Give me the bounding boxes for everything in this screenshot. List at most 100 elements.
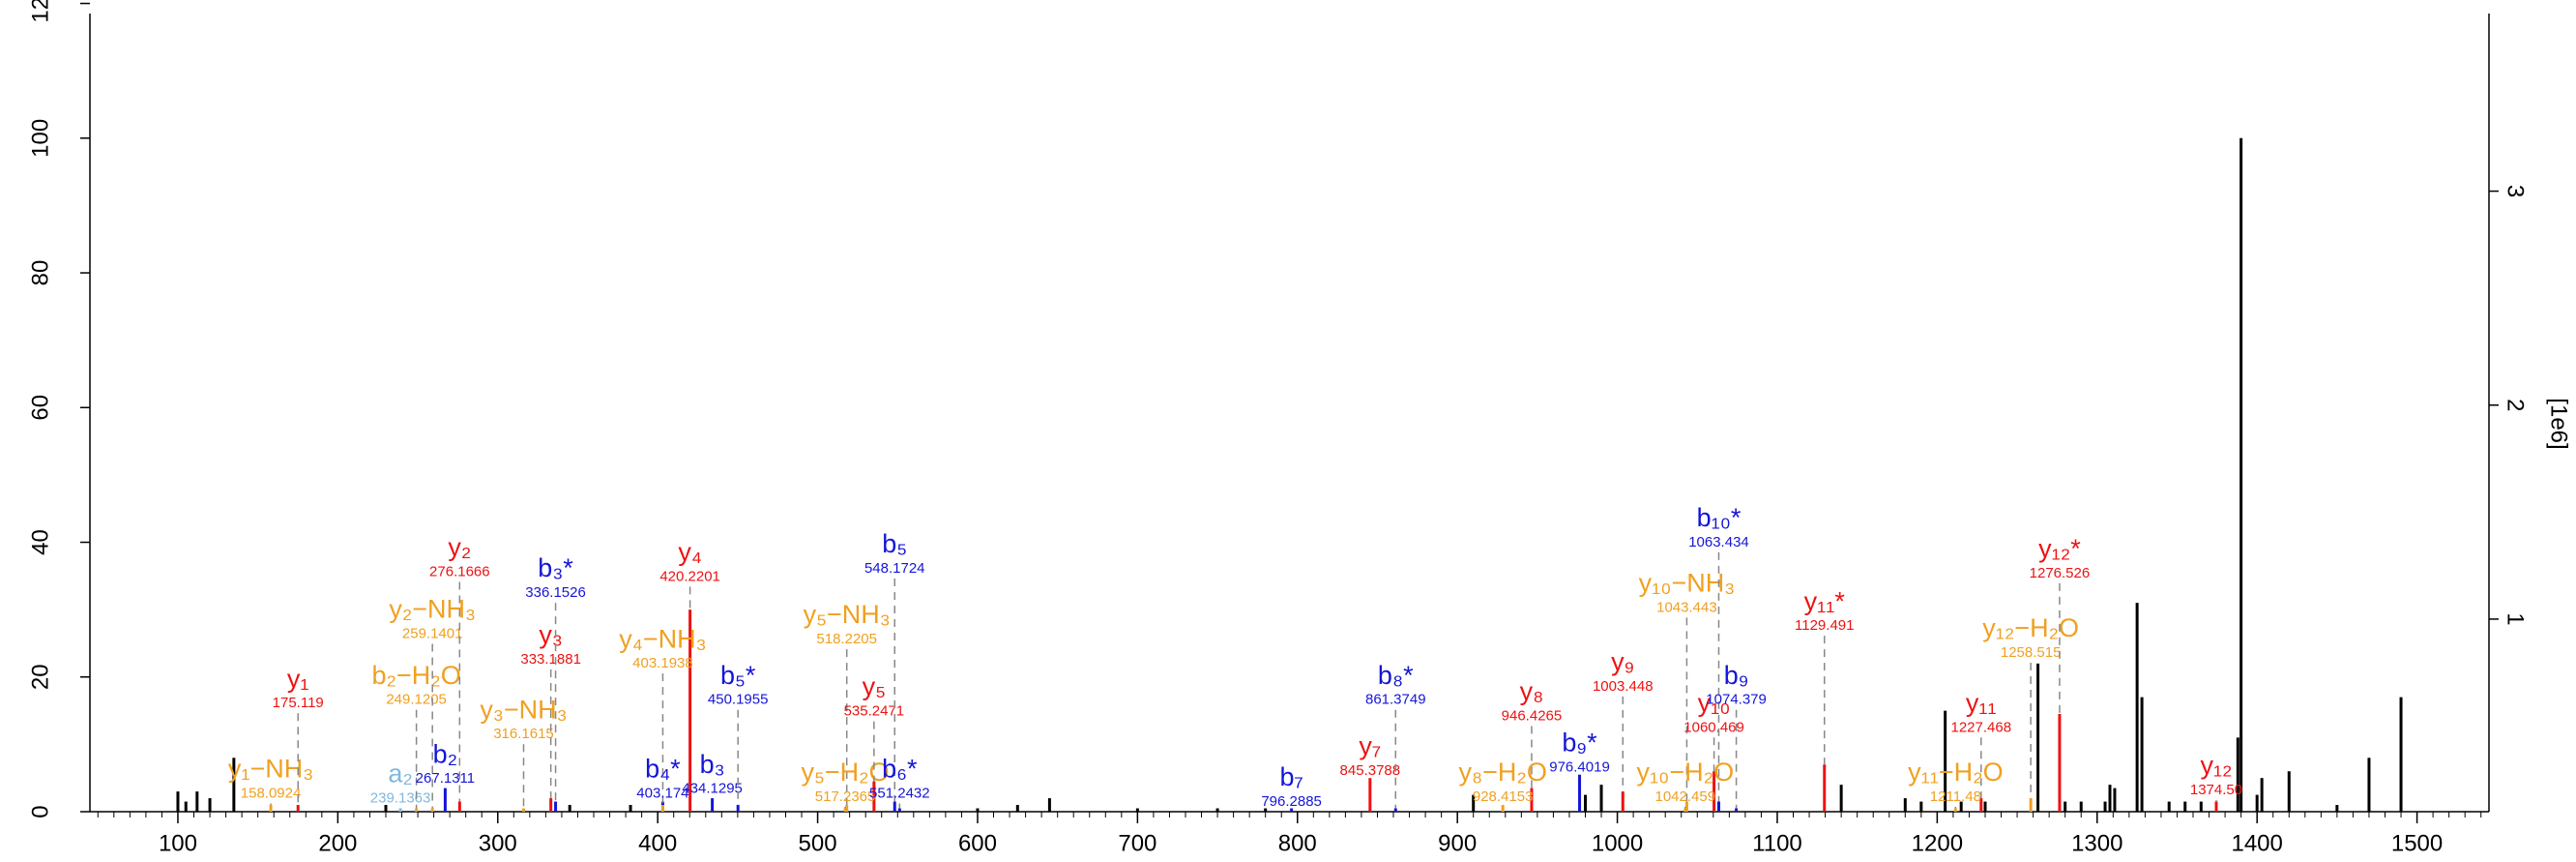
mass-label: 1074.379 <box>1706 692 1767 708</box>
ion-label: y₁ <box>287 664 309 693</box>
x-tick-label: 900 <box>1438 830 1477 856</box>
mass-label: 158.0924 <box>241 786 302 802</box>
ion-label: b₄* <box>645 755 681 784</box>
mass-label: 333.1881 <box>520 651 581 668</box>
mass-label: 1211.48 <box>1930 788 1981 805</box>
mass-label: 403.174 <box>636 786 688 802</box>
x-tick-label: 400 <box>638 830 677 856</box>
ion-label: b₂−H₂O <box>371 661 460 690</box>
x-tick-label: 1400 <box>2231 830 2282 856</box>
mass-label: 976.4019 <box>1549 758 1610 775</box>
ion-label: y₁₂* <box>2038 534 2081 563</box>
y-tick-label: 100 <box>27 119 53 158</box>
mass-label: 548.1724 <box>864 560 925 577</box>
x-tick-label: 700 <box>1118 830 1156 856</box>
x-tick-label: 600 <box>958 830 997 856</box>
mass-label: 336.1526 <box>525 584 586 601</box>
x-tick-label: 1100 <box>1752 830 1802 856</box>
ion-label: y₇ <box>1359 731 1381 760</box>
ion-label: y₂−NH₃ <box>389 595 476 624</box>
x-tick-label: 1300 <box>2071 830 2122 856</box>
x-tick-label: 1500 <box>2391 830 2443 856</box>
y-tick-label: 120 <box>27 0 53 23</box>
ion-label: a₂ <box>388 759 413 788</box>
mass-label: 1227.468 <box>1951 719 2012 735</box>
mass-label: 1258.515 <box>2001 644 2062 661</box>
ion-label: y₁₁ <box>1966 688 1997 717</box>
ion-label: y₃ <box>539 620 563 649</box>
y-tick-label: 0 <box>27 805 53 817</box>
mass-label: 946.4265 <box>1502 707 1563 724</box>
mass-label: 1003.448 <box>1593 678 1654 695</box>
ion-label: b₉ <box>1724 661 1749 690</box>
ion-label: y₂ <box>448 533 471 562</box>
ion-label: b₉* <box>1562 728 1597 758</box>
mass-label: 517.2365 <box>815 788 876 805</box>
ion-label: b₂ <box>433 739 458 768</box>
mass-label: 845.3788 <box>1340 762 1401 779</box>
mass-label: 276.1666 <box>429 563 490 580</box>
ion-label: y₄ <box>678 537 702 566</box>
mass-label: 1043.443 <box>1656 599 1717 615</box>
mass-label: 249.1205 <box>386 692 447 708</box>
y2-tick-label: 1 <box>2503 612 2529 625</box>
mass-label: 1276.526 <box>2030 565 2091 581</box>
ion-label: b₃* <box>538 553 573 582</box>
ion-label: b₆* <box>882 755 918 784</box>
y2-tick-label: 3 <box>2503 185 2529 197</box>
ion-label: y₁₁−H₂O <box>1908 758 2003 787</box>
mass-label: 551.2432 <box>869 786 930 802</box>
ion-label: b₅ <box>882 529 907 558</box>
x-tick-label: 800 <box>1278 830 1317 856</box>
ion-label: y₅ <box>863 672 886 701</box>
ion-label: y₁₂ <box>2200 751 2232 780</box>
mass-label: 450.1955 <box>708 692 769 708</box>
mass-label: 175.119 <box>273 695 324 711</box>
mass-label: 928.4153 <box>1473 788 1534 805</box>
mass-label: 316.1615 <box>493 726 554 742</box>
mass-label: 1129.491 <box>1795 617 1854 634</box>
mass-label: 434.1295 <box>682 781 743 797</box>
mass-label: 1042.459 <box>1655 788 1716 805</box>
ion-label: y₁−NH₃ <box>228 755 313 784</box>
ion-label: y₁₀ <box>1698 688 1731 717</box>
mass-label: 861.3749 <box>1365 692 1426 708</box>
x-tick-label: 200 <box>318 830 357 856</box>
ion-label: y₁₁* <box>1804 586 1846 615</box>
y2-tick-label: 2 <box>2503 399 2529 411</box>
mass-label: 1060.469 <box>1683 719 1744 735</box>
mass-label: 420.2201 <box>659 568 720 584</box>
ion-label: y₁₀−H₂O <box>1637 758 1735 787</box>
y-tick-label: 20 <box>27 664 53 690</box>
ion-label: y₅−NH₃ <box>804 600 891 629</box>
ion-label: b₁₀* <box>1697 503 1742 532</box>
mass-label: 1063.434 <box>1688 534 1749 550</box>
x-tick-label: 1200 <box>1912 830 1963 856</box>
ion-label: b₃ <box>700 750 725 779</box>
ion-label: y₄−NH₃ <box>619 624 706 653</box>
ion-label: y₉ <box>1611 647 1634 676</box>
mass-label: 267.1311 <box>416 770 475 787</box>
y-tick-label: 40 <box>27 529 53 555</box>
ion-label: y₅−H₂O <box>802 758 890 787</box>
ion-label: y₁₂−H₂O <box>1982 613 2079 642</box>
ion-label: b₇ <box>1279 762 1303 791</box>
ion-label: y₁₀−NH₃ <box>1639 569 1736 598</box>
x-tick-label: 100 <box>159 830 197 856</box>
mass-label: 259.1401 <box>402 626 463 642</box>
ion-label: y₃−NH₃ <box>480 695 567 724</box>
x-tick-label: 500 <box>799 830 837 856</box>
ion-label: b₈* <box>1378 661 1414 690</box>
mass-label: 518.2205 <box>816 631 877 647</box>
ion-label: b₅* <box>720 661 756 690</box>
x-tick-label: 300 <box>479 830 517 856</box>
y-tick-label: 60 <box>27 395 53 421</box>
ion-label: y₈ <box>1520 677 1544 706</box>
y2-axis-label: [1e6] <box>2546 398 2572 449</box>
mass-label: 796.2885 <box>1261 793 1322 810</box>
mass-label: 1374.50 <box>2190 782 2242 798</box>
x-tick-label: 1000 <box>1592 830 1643 856</box>
y-tick-label: 80 <box>27 260 53 286</box>
